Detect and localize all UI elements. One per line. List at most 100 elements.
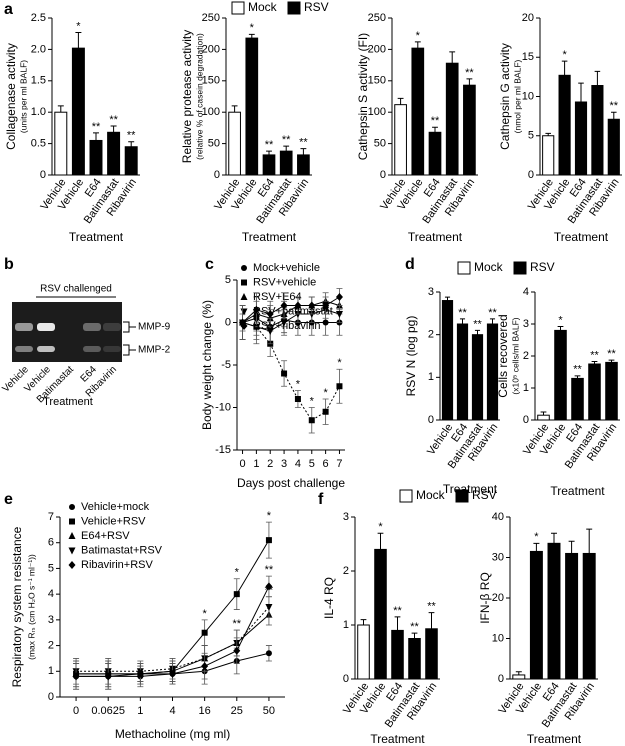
y-tick-label: 1 (523, 382, 529, 394)
x-tick-label: 5 (309, 458, 315, 470)
marker (241, 279, 247, 286)
marker (308, 301, 316, 310)
y-tick-label: 3 (523, 318, 529, 330)
marker (68, 561, 76, 569)
error-bar (449, 51, 456, 64)
bar (547, 542, 561, 680)
significance: ** (573, 364, 582, 376)
marker (266, 328, 274, 335)
marker (280, 301, 288, 310)
significance: ** (458, 307, 467, 319)
gel-band (83, 346, 101, 352)
significance: * (562, 49, 567, 61)
y-tick-label: 0 (498, 673, 504, 685)
error-bar (466, 78, 473, 86)
y-tick-label: 40 (492, 511, 504, 523)
significance: ** (465, 67, 474, 79)
x-tick-label: 1 (253, 458, 259, 470)
bar (571, 377, 584, 421)
y-axis-label: Cells recovered (496, 314, 510, 397)
series-line (242, 322, 340, 421)
error-bar (300, 148, 307, 155)
band-label: MMP-9 (138, 322, 171, 333)
y-tick-label: 250 (202, 12, 220, 24)
marker (322, 301, 330, 310)
y-tick-label: 7 (48, 511, 54, 523)
y-axis-label: IFN-β RQ (478, 572, 492, 624)
y-tick-label: 2 (48, 639, 54, 651)
x-axis-label: Treatment (408, 230, 463, 244)
bar (445, 62, 459, 176)
marker (265, 604, 273, 611)
x-tick-label: 2 (267, 458, 273, 470)
y-tick-label: 15 (522, 51, 534, 63)
significance: * (323, 387, 328, 399)
y-axis-sublabel: (units per ml BALF) (18, 60, 28, 133)
bar (124, 146, 138, 176)
y-tick-label: 0.5 (31, 138, 46, 150)
error-bar (411, 632, 418, 639)
legend-swatch (399, 489, 413, 503)
x-axis-label: Treatment (69, 230, 124, 244)
significance: ** (233, 618, 242, 630)
marker (240, 293, 248, 300)
significance: ** (393, 605, 402, 617)
gel-band (83, 323, 101, 331)
bar (542, 135, 555, 176)
bar (425, 628, 438, 680)
significance: ** (92, 121, 101, 133)
bar (245, 37, 259, 176)
significance: ** (265, 139, 274, 151)
marker (252, 323, 260, 331)
significance: ** (127, 130, 136, 142)
y-axis-label: RSV N (log pg) (404, 316, 418, 397)
significance: * (250, 22, 255, 34)
x-axis-label: Treatment (242, 230, 297, 244)
error-bar (394, 616, 401, 631)
bar (463, 84, 476, 176)
marker (201, 662, 209, 671)
marker (265, 537, 272, 544)
x-axis-label: Methacholine (mg ml) (115, 727, 230, 741)
significance: ** (109, 114, 118, 126)
legend-label: RSV (472, 488, 497, 502)
series-line (242, 309, 340, 332)
error-bar (551, 532, 557, 544)
marker (136, 669, 144, 678)
marker (68, 532, 76, 539)
significance: ** (410, 621, 419, 633)
y-tick-label: 250 (368, 12, 386, 24)
y-tick-label: 3 (428, 286, 434, 298)
legend-label: Ribavirin+RSV (81, 559, 153, 571)
gel-band (37, 346, 55, 352)
x-tick-label: 0 (73, 705, 79, 717)
marker (336, 383, 343, 390)
error-bar (93, 132, 99, 141)
significance: * (267, 510, 272, 522)
error-bar (489, 318, 496, 324)
y-tick-label: 0 (214, 169, 220, 181)
marker (322, 408, 329, 415)
bar (529, 550, 543, 680)
y-tick-label: 1 (428, 371, 434, 383)
marker (294, 301, 302, 310)
x-tick-label: 16 (199, 705, 211, 717)
y-tick-label: 6 (48, 537, 54, 549)
y-tick-label: 20 (522, 12, 534, 24)
significance: ** (299, 137, 308, 149)
x-axis-label: Treatment (527, 732, 582, 746)
bar (512, 674, 526, 680)
y-tick-label: 200 (202, 43, 220, 55)
error-bar (608, 359, 615, 363)
x-axis-label: Days post challenge (237, 476, 345, 490)
panel-letter: a (4, 1, 13, 18)
bar (374, 548, 387, 680)
y-tick-label: 0 (428, 414, 434, 426)
marker (201, 629, 208, 636)
y-tick-label: -10 (215, 401, 231, 413)
x-axis-label: Treatment (550, 484, 605, 498)
error-bar (110, 125, 117, 133)
y-tick-label: 5 (528, 130, 534, 142)
y-axis-label: Collagenase activity (4, 43, 18, 150)
